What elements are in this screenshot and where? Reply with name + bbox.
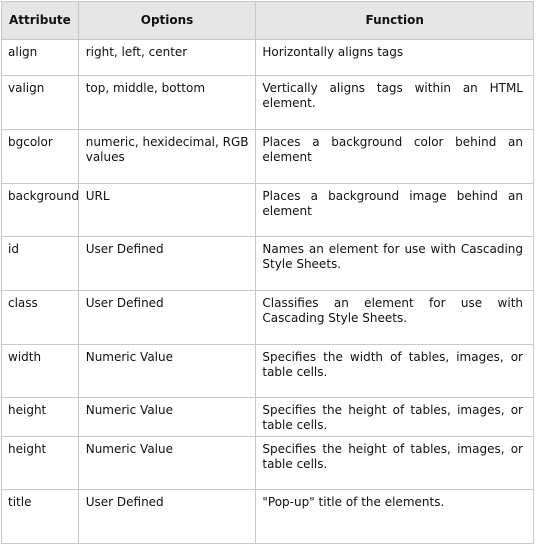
options-cell: Numeric Value [77, 397, 257, 437]
table-row: height Numeric Value Specifies the heigh… [1, 435, 534, 491]
function-cell: Horizontally aligns tags [255, 38, 534, 77]
header-attribute: Attribute [1, 1, 79, 40]
function-cell: Specifies the height of tables, images, … [255, 435, 534, 491]
function-cell: Classifies an element for use with Casca… [255, 289, 534, 345]
table-row: id User Defined Names an element for use… [1, 236, 534, 291]
attribute-cell: valign [1, 75, 79, 131]
attribute-cell: bgcolor [1, 129, 79, 184]
attribute-cell: height [1, 435, 79, 491]
table-row: background URL Places a background image… [1, 182, 534, 238]
options-cell: numeric, hexidecimal, RGB values [77, 129, 257, 184]
attribute-cell: align [1, 38, 79, 77]
options-cell: top, middle, bottom [77, 75, 257, 131]
function-cell: "Pop-up" title of the elements. [255, 489, 534, 544]
options-cell: User Defined [77, 489, 257, 544]
table-row: title User Defined "Pop-up" title of the… [1, 489, 534, 544]
table-row: valign top, middle, bottom Vertically al… [1, 75, 534, 131]
attribute-cell: height [1, 397, 79, 437]
table-row: class User Defined Classifies an element… [1, 289, 534, 345]
options-cell: Numeric Value [77, 435, 257, 491]
header-function: Function [255, 1, 534, 40]
table-row: bgcolor numeric, hexidecimal, RGB values… [1, 129, 534, 184]
attribute-cell: background [1, 182, 79, 238]
table-row: height Numeric Value Specifies the heigh… [1, 397, 534, 437]
function-cell: Specifies the width of tables, images, o… [255, 343, 534, 399]
options-cell: right, left, center [77, 38, 257, 77]
function-cell: Places a background image behind an elem… [255, 182, 534, 238]
table-row: align right, left, center Horizontally a… [1, 38, 534, 77]
function-cell: Specifies the height of tables, images, … [255, 397, 534, 437]
options-cell: Numeric Value [77, 343, 257, 399]
function-cell: Places a background color behind an elem… [255, 129, 534, 184]
header-options: Options [77, 1, 257, 40]
function-cell: Vertically aligns tags within an HTML el… [255, 75, 534, 131]
header-row: Attribute Options Function [1, 1, 534, 40]
options-cell: User Defined [77, 236, 257, 291]
attribute-cell: title [1, 489, 79, 544]
table-row: width Numeric Value Specifies the width … [1, 343, 534, 399]
attribute-cell: id [1, 236, 79, 291]
options-cell: URL [77, 182, 257, 238]
attribute-cell: width [1, 343, 79, 399]
function-cell: Names an element for use with Cascading … [255, 236, 534, 291]
options-cell: User Defined [77, 289, 257, 345]
attribute-cell: class [1, 289, 79, 345]
